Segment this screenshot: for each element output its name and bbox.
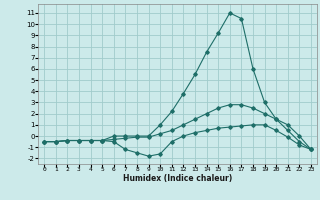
X-axis label: Humidex (Indice chaleur): Humidex (Indice chaleur): [123, 174, 232, 183]
